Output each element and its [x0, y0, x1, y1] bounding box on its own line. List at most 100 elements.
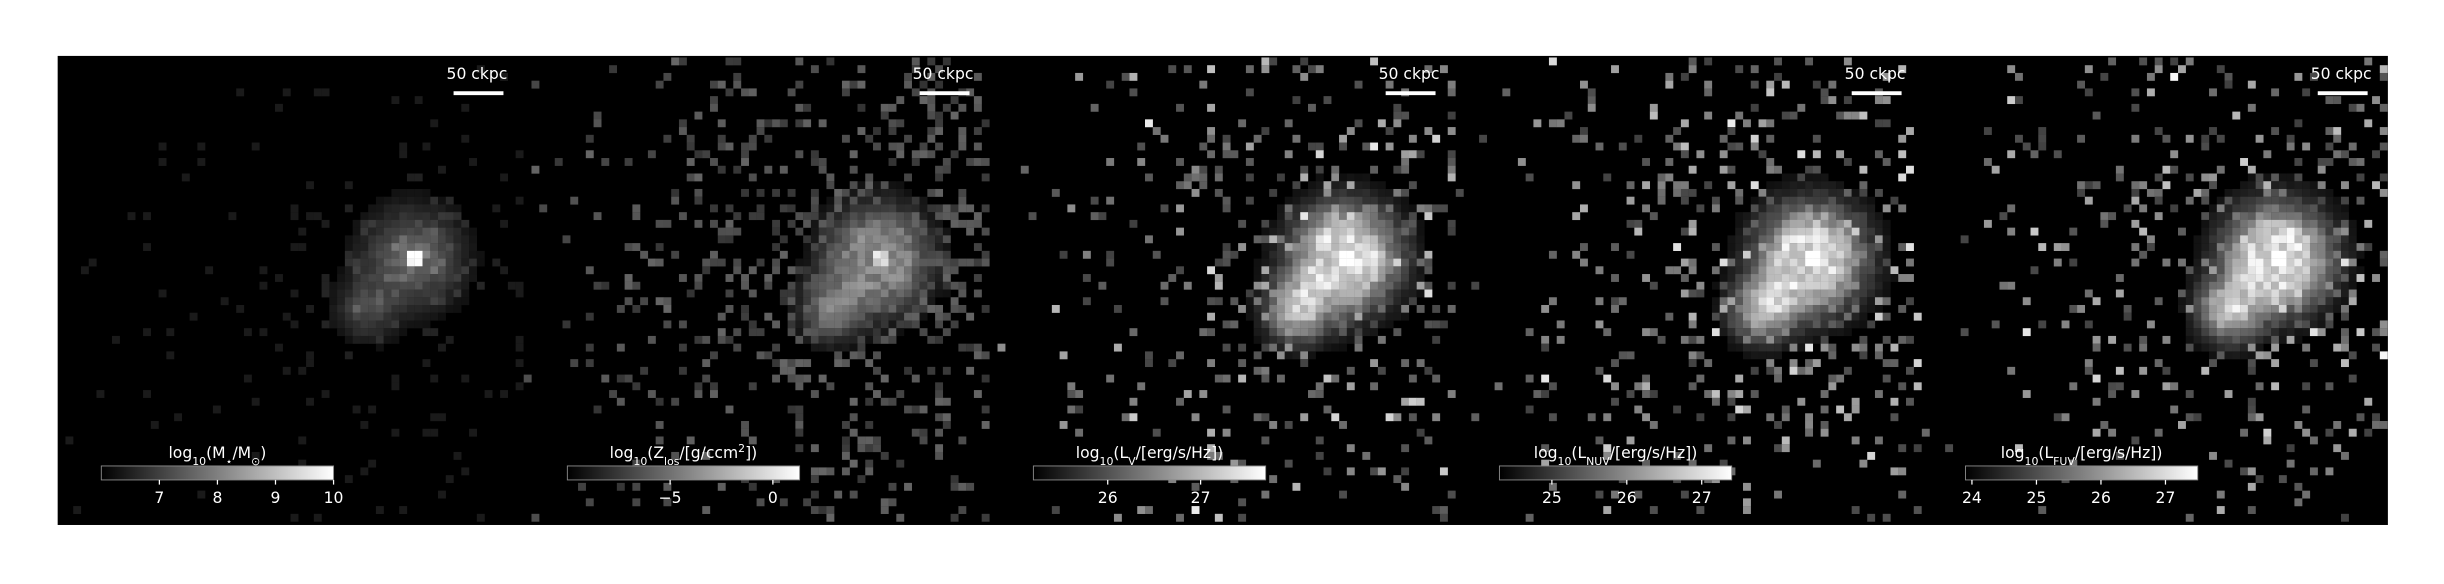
image-pixel: [973, 390, 982, 398]
image-pixel: [375, 312, 384, 321]
image-pixel: [1843, 243, 1852, 251]
image-pixel: [1843, 111, 1852, 120]
image-pixel: [1688, 57, 1697, 66]
image-pixel: [911, 65, 920, 74]
image-pixel: [694, 219, 703, 228]
image-pixel: [1781, 235, 1790, 244]
image-pixel: [1222, 405, 1231, 414]
image-pixel: [2286, 219, 2295, 228]
image-pixel: [2131, 219, 2140, 228]
image-pixel: [911, 158, 920, 166]
image-pixel: [2294, 320, 2303, 329]
image-pixel: [841, 343, 850, 352]
image-pixel: [818, 281, 827, 290]
image-pixel: [2294, 482, 2303, 491]
image-pixel: [950, 513, 959, 522]
image-pixel: [834, 266, 843, 275]
image-pixel: [981, 204, 990, 213]
image-pixel: [1774, 227, 1782, 236]
image-pixel: [873, 250, 881, 259]
image-pixel: [1836, 289, 1845, 298]
image-pixel: [1385, 289, 1394, 298]
image-pixel: [236, 88, 245, 97]
image-pixel: [911, 258, 920, 267]
image-pixel: [865, 382, 874, 391]
image-pixel: [399, 328, 408, 337]
image-pixel: [1385, 258, 1394, 267]
image-pixel: [1828, 235, 1837, 244]
image-pixel: [1362, 304, 1371, 313]
image-pixel: [375, 304, 384, 313]
image-pixel: [1370, 219, 1379, 228]
image-pixel: [1828, 274, 1837, 282]
image-pixel: [1346, 312, 1355, 321]
image-pixel: [935, 397, 944, 406]
image-pixel: [2247, 250, 2256, 259]
image-pixel: [1890, 196, 1899, 205]
image-pixel: [2302, 212, 2311, 221]
image-pixel: [306, 181, 314, 190]
image-pixel: [1696, 281, 1705, 290]
image-pixel: [1859, 111, 1868, 120]
image-pixel: [2294, 181, 2303, 190]
image-pixel: [469, 258, 477, 267]
image-pixel: [2325, 204, 2334, 213]
image-pixel: [2053, 413, 2062, 422]
image-pixel: [585, 498, 594, 507]
image-pixel: [865, 421, 874, 429]
image-pixel: [1393, 227, 1402, 236]
image-pixel: [857, 227, 866, 236]
image-pixel: [430, 196, 439, 205]
image-pixel: [950, 212, 959, 221]
image-pixel: [2317, 297, 2326, 306]
image-pixel: [748, 266, 757, 275]
image-pixel: [1649, 421, 1658, 429]
image-pixel: [2139, 366, 2148, 375]
image-pixel: [236, 304, 245, 313]
image-pixel: [1261, 219, 1270, 228]
image-pixel: [896, 96, 905, 105]
image-pixel: [2341, 212, 2349, 221]
image-pixel: [1828, 351, 1837, 360]
image-pixel: [1758, 320, 1767, 329]
image-pixel: [2092, 397, 2101, 406]
image-pixel: [368, 219, 377, 228]
image-pixel: [2271, 258, 2280, 267]
colorbar-label-part: (L: [2038, 444, 2053, 462]
image-pixel: [2224, 235, 2233, 244]
image-pixel: [1805, 320, 1814, 329]
image-pixel: [1960, 328, 1969, 337]
image-pixel: [896, 289, 905, 298]
image-pixel: [834, 204, 843, 213]
image-pixel: [1735, 390, 1744, 398]
image-pixel: [1346, 196, 1355, 205]
image-pixel: [834, 258, 843, 267]
image-pixel: [1820, 173, 1829, 182]
image-pixel: [1727, 250, 1736, 259]
image-pixel: [461, 134, 470, 143]
image-pixel: [1774, 335, 1782, 344]
image-pixel: [1750, 219, 1759, 228]
image-pixel: [1688, 459, 1697, 468]
image-pixel: [430, 243, 439, 251]
image-pixel: [1261, 320, 1270, 329]
image-pixel: [1393, 274, 1402, 282]
image-pixel: [2216, 65, 2225, 74]
image-pixel: [2325, 142, 2334, 151]
image-pixel: [1292, 188, 1301, 197]
image-pixel: [2022, 297, 2031, 306]
image-pixel: [1812, 80, 1821, 89]
image-pixel: [1680, 150, 1689, 159]
image-pixel: [1805, 266, 1814, 275]
image-pixel: [927, 103, 936, 112]
image-pixel: [1424, 266, 1433, 275]
image-pixel: [2263, 328, 2272, 337]
image-pixel: [1183, 281, 1192, 290]
image-pixel: [2201, 250, 2210, 259]
image-pixel: [911, 297, 920, 306]
image-pixel: [2201, 335, 2210, 344]
image-pixel: [655, 258, 664, 267]
image-pixel: [1315, 343, 1324, 352]
image-pixel: [1766, 250, 1775, 259]
image-pixel: [888, 127, 897, 135]
